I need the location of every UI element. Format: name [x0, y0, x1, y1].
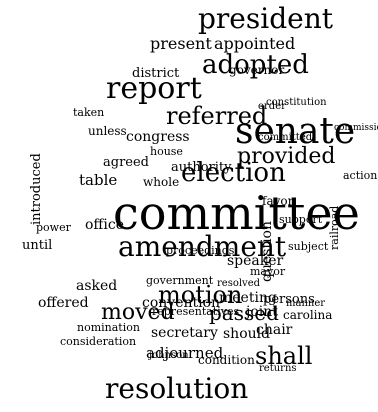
cloud-word: offered	[38, 296, 89, 310]
cloud-word: governor	[229, 64, 284, 76]
cloud-word: committed	[258, 133, 312, 143]
cloud-word: subject	[288, 241, 328, 252]
cloud-word: johnson	[149, 351, 189, 361]
cloud-word: support	[279, 214, 322, 225]
cloud-word: resolution	[105, 375, 248, 403]
cloud-word: house	[150, 146, 183, 157]
cloud-word: whole	[143, 176, 179, 188]
cloud-word: condition	[198, 354, 255, 366]
cloud-word: railroad	[329, 206, 340, 250]
cloud-word: president	[198, 5, 333, 33]
cloud-word: consideration	[60, 336, 136, 347]
cloud-word: office	[85, 218, 124, 232]
cloud-word: action	[343, 170, 377, 181]
cloud-word: manner	[286, 299, 325, 309]
cloud-word: representatives	[152, 306, 239, 317]
cloud-word: resolved	[217, 279, 260, 289]
cloud-word: favor	[262, 195, 293, 207]
cloud-word: joint	[246, 305, 278, 319]
cloud-word: asked	[76, 279, 117, 293]
cloud-word: agreed	[103, 156, 149, 169]
cloud-word: congress	[126, 130, 190, 144]
cloud-word: carolina	[283, 309, 332, 321]
cloud-word: district	[132, 67, 179, 80]
cloud-word: until	[22, 239, 52, 252]
cloud-word: secretary	[151, 326, 218, 340]
cloud-word: proceedings	[166, 245, 234, 256]
cloud-word: order	[258, 102, 286, 112]
cloud-word: introduced	[30, 153, 43, 225]
cloud-word: taken	[73, 107, 104, 118]
cloud-word: chair	[256, 323, 292, 337]
cloud-word: nomination	[77, 322, 140, 333]
cloud-word: table	[79, 173, 117, 188]
cloud-word: returns	[259, 364, 297, 374]
cloud-word: commission	[334, 124, 378, 133]
cloud-word: government	[146, 275, 213, 286]
cloud-word: unless	[88, 125, 127, 137]
cloud-word: authority	[171, 161, 232, 174]
cloud-word: question	[260, 221, 274, 282]
